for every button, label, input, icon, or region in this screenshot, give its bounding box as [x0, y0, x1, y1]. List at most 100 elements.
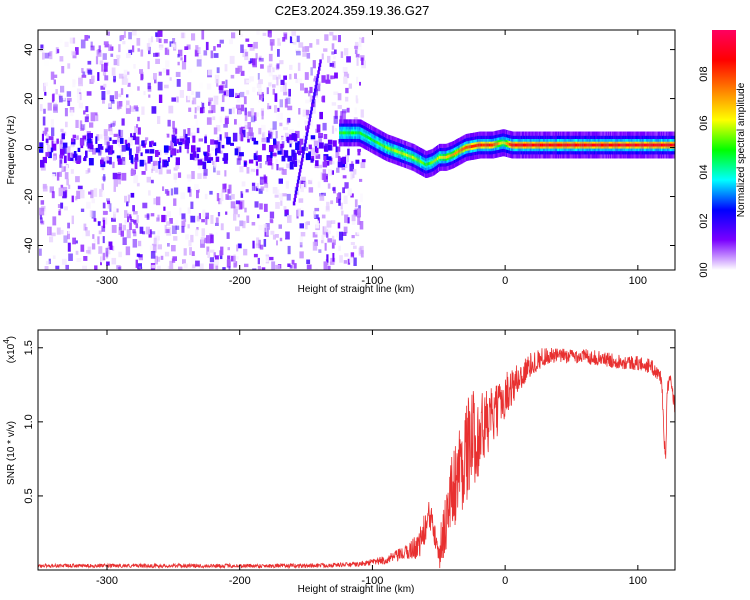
spectrogram-noise-cell: [354, 107, 357, 115]
spectrogram-noise-cell: [270, 151, 273, 159]
spectrogram-noise-cell: [176, 96, 179, 103]
spectrogram-noise-cell: [221, 94, 225, 103]
spectrogram-noise-cell: [310, 158, 314, 163]
spectrogram-noise-cell: [138, 144, 141, 152]
spectrogram-noise-cell: [260, 64, 264, 69]
spectrogram-noise-cell: [231, 255, 236, 262]
spectrogram-noise-cell: [355, 95, 358, 102]
spectrogram-noise-cell: [133, 231, 137, 237]
spectrogram-noise-cell: [164, 251, 170, 257]
spectrogram-noise-cell: [255, 186, 259, 192]
snr-series-line: [38, 348, 675, 570]
spectrogram-noise-cell: [107, 201, 111, 209]
spectrogram-noise-cell: [39, 104, 43, 112]
spectrogram-noise-cell: [272, 234, 276, 240]
spectrogram-noise-cell: [222, 157, 226, 161]
spectrogram-noise-cell: [62, 142, 68, 148]
spectrogram-noise-cell: [357, 216, 361, 225]
spectrogram-noise-cell: [195, 45, 199, 51]
spectrogram-noise-cell: [310, 117, 314, 127]
spectrogram-noise-cell: [267, 162, 273, 166]
spectrogram-noise-cell: [153, 160, 158, 166]
spectrogram-noise-cell: [342, 67, 348, 73]
spectrogram-noise-cell: [260, 179, 265, 184]
spectrogram-noise-cell: [356, 76, 359, 84]
spectrogram-noise-cell: [108, 44, 112, 51]
spectrogram-noise-cell: [173, 187, 179, 195]
spectrogram-x-tick-label: -300: [96, 275, 118, 287]
spectrogram-noise-cell: [348, 145, 352, 150]
spectrogram-noise-cell: [279, 167, 284, 171]
spectrogram-noise-cell: [258, 224, 263, 231]
spectrogram-noise-cell: [111, 217, 116, 222]
spectrogram-ridge-cell: [672, 143, 675, 147]
spectrogram-noise-cell: [288, 88, 291, 97]
spectrogram-noise-cell: [327, 55, 331, 63]
spectrogram-noise-cell: [261, 259, 265, 266]
spectrogram-y-tick-label: -20: [23, 189, 35, 205]
spectrogram-noise-cell: [346, 56, 351, 63]
spectrogram-noise-cell: [314, 84, 318, 89]
spectrogram-noise-cell: [283, 75, 287, 80]
spectrogram-noise-cell: [245, 38, 250, 42]
spectrogram-noise-cell: [82, 71, 86, 76]
spectrogram-noise-cell: [255, 53, 258, 60]
spectrogram-noise-cell: [86, 250, 91, 254]
spectrogram-ridge-cell: [655, 143, 658, 147]
spectrogram-noise-cell: [62, 146, 67, 154]
spectrogram-noise-cell: [244, 263, 249, 268]
spectrogram-noise-cell: [77, 147, 81, 152]
spectrogram-noise-cell: [48, 151, 52, 159]
spectrogram-noise-cell: [275, 130, 278, 139]
spectrogram-noise-cell: [158, 38, 162, 43]
spectrogram-noise-cell: [151, 264, 155, 269]
spectrogram-noise-cell: [137, 127, 141, 135]
spectrogram-noise-cell: [258, 57, 264, 62]
spectrogram-noise-cell: [175, 219, 179, 225]
spectrogram-noise-cell: [289, 134, 294, 141]
chart-title: C2E3.2024.359.19.36.G27: [275, 3, 430, 18]
spectrogram-noise-cell: [246, 215, 250, 223]
spectrogram-noise-cell: [171, 97, 176, 102]
spectrogram-noise-cell: [186, 44, 191, 50]
spectrogram-y-tick-label: 20: [23, 92, 35, 104]
spectrogram-noise-cell: [289, 36, 294, 44]
spectrogram-noise-cell: [313, 140, 319, 147]
spectrogram-noise-cell: [256, 169, 259, 176]
spectrogram-noise-cell: [315, 147, 319, 154]
spectrogram-noise-cell: [279, 60, 284, 65]
spectrogram-noise-cell: [342, 175, 347, 179]
spectrogram-noise-cell: [296, 163, 300, 167]
spectrogram-noise-cell: [43, 82, 46, 92]
spectrogram-noise-cell: [191, 100, 194, 105]
spectrogram-noise-cell: [60, 163, 64, 171]
spectrogram-noise-cell: [128, 49, 133, 55]
spectrogram-noise-cell: [204, 155, 209, 161]
spectrogram-noise-cell: [96, 134, 100, 141]
spectrogram-noise-cell: [215, 232, 218, 236]
spectrogram-noise-cell: [329, 62, 334, 67]
spectrogram-noise-cell: [334, 128, 337, 132]
spectrogram-noise-cell: [121, 118, 125, 126]
spectrogram-noise-cell: [166, 169, 171, 174]
spectrogram-noise-cell: [242, 221, 246, 229]
spectrogram-noise-cell: [204, 136, 207, 144]
spectrogram-noise-cell: [66, 76, 71, 80]
spectrogram-noise-cell: [331, 43, 335, 50]
spectrogram-noise-cell: [124, 121, 129, 130]
spectrogram-noise-cell: [210, 234, 214, 244]
spectrogram-noise-cell: [167, 157, 170, 162]
spectrogram-noise-cell: [232, 132, 238, 142]
spectrogram-noise-cell: [310, 178, 313, 182]
spectrogram-noise-cell: [343, 195, 348, 204]
spectrogram-noise-cell: [171, 43, 175, 48]
spectrogram-noise-cell: [61, 66, 65, 74]
spectrogram-noise-cell: [53, 140, 58, 145]
spectrogram-noise-cell: [322, 122, 327, 131]
spectrogram-noise-cell: [248, 67, 251, 73]
spectrogram-noise-cell: [268, 63, 273, 68]
spectrogram-noise-cell: [243, 96, 247, 105]
spectrogram-ridge-cell: [526, 143, 529, 147]
spectrogram-noise-cell: [279, 99, 283, 108]
spectrogram-noise-cell: [149, 245, 153, 251]
